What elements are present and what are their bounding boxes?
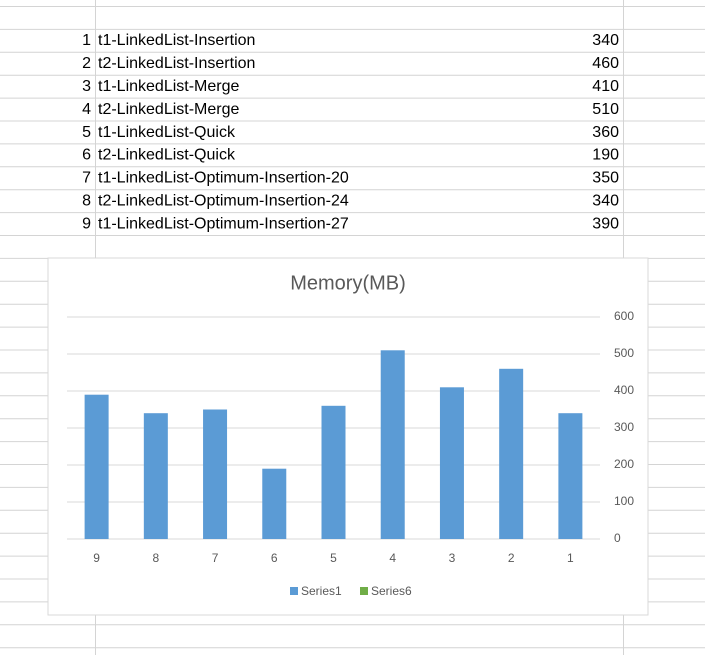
row-value: 360 — [592, 124, 619, 141]
x-tick-label: 6 — [271, 551, 278, 565]
row-value: 460 — [592, 55, 619, 72]
y-tick-label: 500 — [614, 346, 634, 360]
row-value: 340 — [592, 193, 619, 210]
chart: 0 100 200 300 400 500 600 9 8 7 6 5 4 3 2 1 Series1 Serie… — [67, 309, 634, 598]
row-number: 9 — [82, 215, 91, 232]
row-name: t1-LinkedList-Quick — [98, 124, 236, 141]
x-tick-label: 7 — [212, 551, 219, 565]
row-value: 410 — [592, 78, 619, 95]
row-name: t2-LinkedList-Merge — [98, 101, 240, 118]
y-tick-label: 300 — [614, 420, 634, 434]
row-number: 2 — [82, 55, 91, 72]
bar — [499, 368, 524, 539]
row-name: t1-LinkedList-Insertion — [98, 32, 255, 49]
y-tick-label: 0 — [614, 531, 621, 545]
x-tick-label: 9 — [93, 551, 100, 565]
row-name: t2-LinkedList-Optimum-Insertion-24 — [98, 193, 349, 210]
row-name: t2-LinkedList-Insertion — [98, 55, 255, 72]
row-value: 510 — [592, 101, 619, 118]
row-name: t2-LinkedList-Quick — [98, 147, 236, 164]
y-tick-label: 200 — [614, 457, 634, 471]
x-tick-label: 3 — [449, 551, 456, 565]
x-tick-label: 2 — [508, 551, 515, 565]
row-number: 6 — [82, 147, 91, 164]
x-tick-label: 1 — [567, 551, 574, 565]
row-name: t1-LinkedList-Merge — [98, 78, 240, 95]
row-value: 340 — [592, 32, 619, 49]
bar — [321, 405, 346, 539]
row-value: 390 — [592, 215, 619, 232]
legend-label: Series1 — [301, 584, 342, 598]
row-number: 3 — [82, 78, 91, 95]
bar — [84, 394, 109, 539]
x-tick-label: 4 — [389, 551, 396, 565]
chart-frame — [47, 257, 649, 616]
legend-label: Series6 — [371, 584, 412, 598]
row-name: t1-LinkedList-Optimum-Insertion-27 — [98, 215, 349, 232]
row-number: 8 — [82, 193, 91, 210]
bar — [439, 387, 464, 539]
row-value: 190 — [592, 147, 619, 164]
table: 1 t1-LinkedList-Insertion 340 2 t2-LinkedLis… — [82, 32, 619, 232]
bar — [262, 468, 287, 539]
bar — [380, 350, 405, 539]
y-tick-label: 600 — [614, 309, 634, 323]
x-tick-label: 5 — [330, 551, 337, 565]
row-number: 1 — [82, 32, 91, 49]
bar — [203, 409, 228, 539]
legend-swatch — [290, 587, 298, 595]
y-tick-label: 100 — [614, 494, 634, 508]
row-number: 5 — [82, 124, 91, 141]
row-number: 7 — [82, 170, 91, 187]
legend-swatch — [360, 587, 368, 595]
row-value: 350 — [592, 170, 619, 187]
row-name: t1-LinkedList-Optimum-Insertion-20 — [98, 170, 349, 187]
bar — [143, 413, 168, 539]
x-tick-label: 8 — [152, 551, 159, 565]
chart-title: Memory(MB) — [290, 272, 406, 294]
bar — [558, 413, 583, 539]
y-tick-label: 400 — [614, 383, 634, 397]
row-number: 4 — [82, 101, 91, 118]
